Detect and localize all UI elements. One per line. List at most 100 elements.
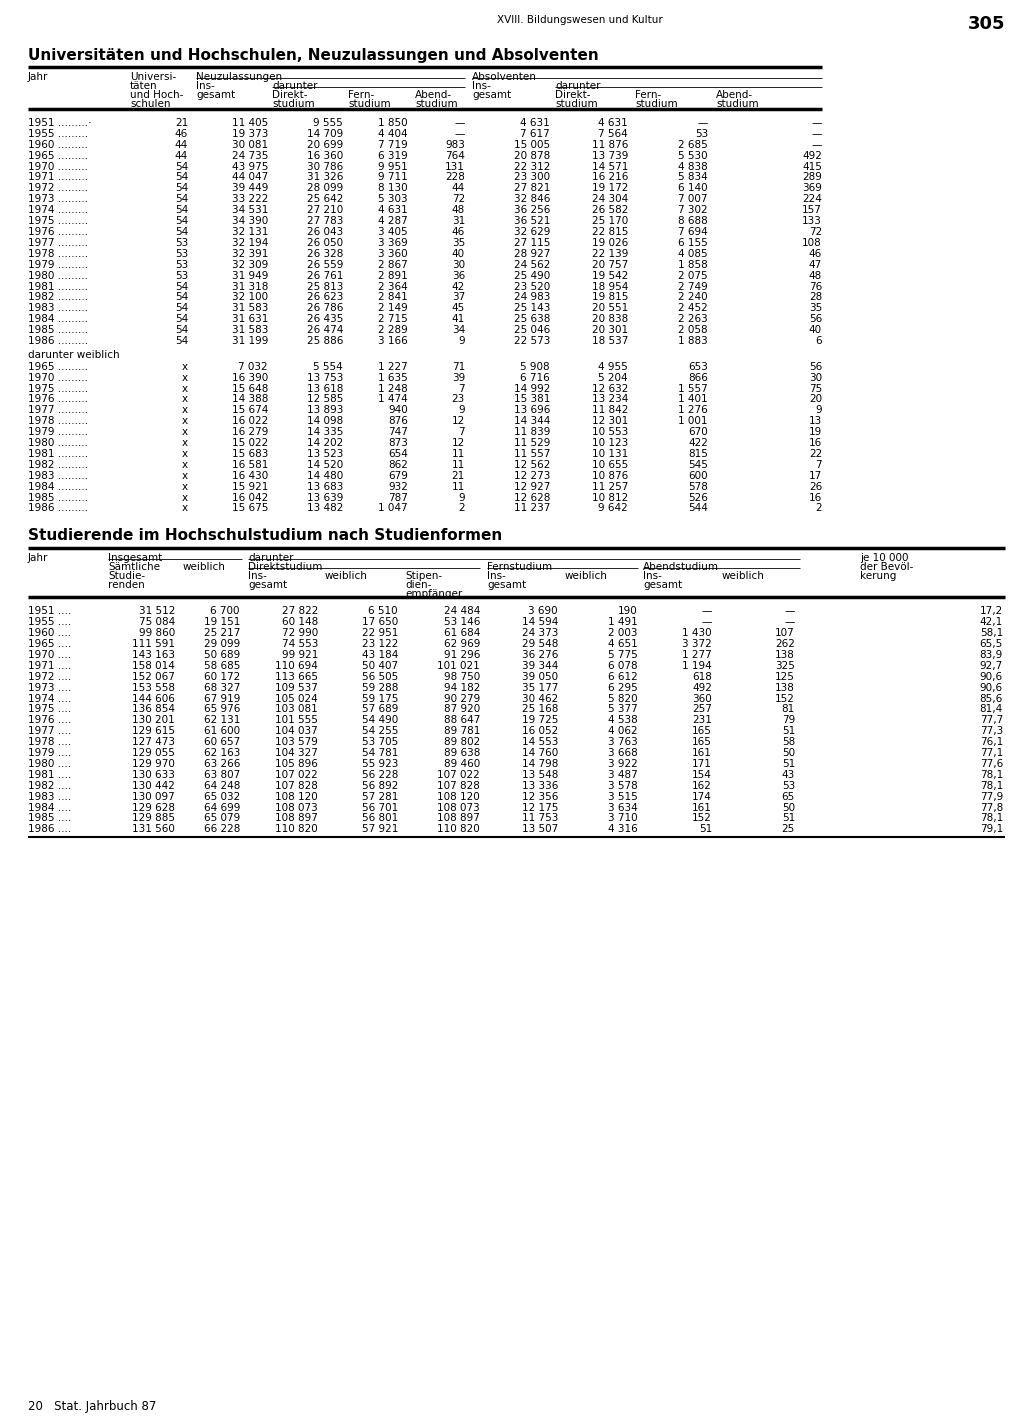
Text: 526: 526 bbox=[688, 492, 708, 502]
Text: 33 222: 33 222 bbox=[231, 194, 268, 204]
Text: 15 005: 15 005 bbox=[514, 140, 550, 150]
Text: 3 690: 3 690 bbox=[528, 607, 558, 617]
Text: 1985 .........: 1985 ......... bbox=[28, 492, 88, 502]
Text: 9 555: 9 555 bbox=[313, 118, 343, 128]
Text: 1 635: 1 635 bbox=[378, 373, 408, 383]
Text: 5 775: 5 775 bbox=[608, 649, 638, 659]
Text: 1970 .........: 1970 ......... bbox=[28, 162, 88, 172]
Text: 1974 ....: 1974 .... bbox=[28, 693, 72, 703]
Text: 26 328: 26 328 bbox=[306, 248, 343, 259]
Text: 88 647: 88 647 bbox=[443, 716, 480, 726]
Text: 1976 .........: 1976 ......... bbox=[28, 394, 88, 404]
Text: 35: 35 bbox=[452, 238, 465, 248]
Text: 42: 42 bbox=[452, 282, 465, 292]
Text: 57 921: 57 921 bbox=[361, 824, 398, 834]
Text: 54: 54 bbox=[175, 173, 188, 183]
Text: 1 276: 1 276 bbox=[678, 406, 708, 415]
Text: 11: 11 bbox=[452, 459, 465, 469]
Text: 5 303: 5 303 bbox=[379, 194, 408, 204]
Text: 77,7: 77,7 bbox=[980, 716, 1002, 726]
Text: 1951 ....: 1951 .... bbox=[28, 607, 72, 617]
Text: weiblich: weiblich bbox=[325, 571, 368, 581]
Text: Sämtliche: Sämtliche bbox=[108, 563, 160, 573]
Text: 30 786: 30 786 bbox=[307, 162, 343, 172]
Text: 2 149: 2 149 bbox=[378, 303, 408, 313]
Text: 43 184: 43 184 bbox=[361, 649, 398, 659]
Text: darunter: darunter bbox=[248, 553, 294, 563]
Text: 21: 21 bbox=[452, 471, 465, 481]
Text: 83,9: 83,9 bbox=[980, 649, 1002, 659]
Text: 28 099: 28 099 bbox=[307, 183, 343, 193]
Text: 1971 ....: 1971 .... bbox=[28, 661, 72, 671]
Text: 1970 ....: 1970 .... bbox=[28, 649, 71, 659]
Text: 11 557: 11 557 bbox=[514, 450, 550, 459]
Text: 325: 325 bbox=[775, 661, 795, 671]
Text: Fern-: Fern- bbox=[348, 89, 374, 101]
Text: 7: 7 bbox=[459, 384, 465, 394]
Text: 27 821: 27 821 bbox=[514, 183, 550, 193]
Text: 31 326: 31 326 bbox=[306, 173, 343, 183]
Text: 129 615: 129 615 bbox=[132, 726, 175, 736]
Text: 31 318: 31 318 bbox=[231, 282, 268, 292]
Text: 14 709: 14 709 bbox=[307, 129, 343, 139]
Text: 31 583: 31 583 bbox=[231, 325, 268, 335]
Text: 3 166: 3 166 bbox=[378, 336, 408, 346]
Text: 133: 133 bbox=[802, 216, 822, 225]
Text: 13 753: 13 753 bbox=[306, 373, 343, 383]
Text: 91 296: 91 296 bbox=[443, 649, 480, 659]
Text: 9: 9 bbox=[459, 492, 465, 502]
Text: 56 892: 56 892 bbox=[361, 781, 398, 791]
Text: 77,3: 77,3 bbox=[980, 726, 1002, 736]
Text: 14 520: 14 520 bbox=[307, 459, 343, 469]
Text: 44 047: 44 047 bbox=[231, 173, 268, 183]
Text: 1951 .........·: 1951 .........· bbox=[28, 118, 91, 128]
Text: 107: 107 bbox=[775, 628, 795, 638]
Text: 3 487: 3 487 bbox=[608, 770, 638, 780]
Text: x: x bbox=[182, 459, 188, 469]
Text: 154: 154 bbox=[692, 770, 712, 780]
Text: 14 992: 14 992 bbox=[514, 384, 550, 394]
Text: 105 896: 105 896 bbox=[275, 759, 318, 769]
Text: 59 288: 59 288 bbox=[361, 682, 398, 693]
Text: 130 633: 130 633 bbox=[132, 770, 175, 780]
Text: 62 163: 62 163 bbox=[204, 749, 240, 759]
Text: 1 557: 1 557 bbox=[678, 384, 708, 394]
Text: 54 781: 54 781 bbox=[361, 749, 398, 759]
Text: 51: 51 bbox=[781, 759, 795, 769]
Text: 2 003: 2 003 bbox=[608, 628, 638, 638]
Text: 48: 48 bbox=[809, 271, 822, 281]
Text: 25 638: 25 638 bbox=[514, 315, 550, 325]
Text: studium: studium bbox=[716, 99, 759, 109]
Text: 1985 .........: 1985 ......... bbox=[28, 325, 88, 335]
Text: 13 548: 13 548 bbox=[521, 770, 558, 780]
Text: x: x bbox=[182, 384, 188, 394]
Text: 56: 56 bbox=[809, 315, 822, 325]
Text: weiblich: weiblich bbox=[183, 563, 226, 573]
Text: 76: 76 bbox=[809, 282, 822, 292]
Text: 59 175: 59 175 bbox=[361, 693, 398, 703]
Text: 42,1: 42,1 bbox=[980, 617, 1002, 627]
Text: 3 578: 3 578 bbox=[608, 781, 638, 791]
Text: empfänger: empfänger bbox=[406, 590, 462, 600]
Text: 165: 165 bbox=[692, 726, 712, 736]
Text: 23 520: 23 520 bbox=[514, 282, 550, 292]
Text: 107 828: 107 828 bbox=[437, 781, 480, 791]
Text: 65 079: 65 079 bbox=[204, 814, 240, 824]
Text: 108 120: 108 120 bbox=[437, 791, 480, 801]
Text: 27 783: 27 783 bbox=[306, 216, 343, 225]
Text: 17: 17 bbox=[809, 471, 822, 481]
Text: 747: 747 bbox=[388, 427, 408, 437]
Text: 77,9: 77,9 bbox=[980, 791, 1002, 801]
Text: 32 194: 32 194 bbox=[231, 238, 268, 248]
Text: 11 839: 11 839 bbox=[514, 427, 550, 437]
Text: x: x bbox=[182, 503, 188, 513]
Text: 50: 50 bbox=[782, 749, 795, 759]
Text: 54: 54 bbox=[175, 336, 188, 346]
Text: 63 266: 63 266 bbox=[204, 759, 240, 769]
Text: 1977 .........: 1977 ......... bbox=[28, 406, 88, 415]
Text: 152: 152 bbox=[692, 814, 712, 824]
Text: Universitäten und Hochschulen, Neuzulassungen und Absolventen: Universitäten und Hochschulen, Neuzulass… bbox=[28, 48, 599, 62]
Text: 81,4: 81,4 bbox=[980, 705, 1002, 715]
Text: 19 151: 19 151 bbox=[204, 617, 240, 627]
Text: x: x bbox=[182, 450, 188, 459]
